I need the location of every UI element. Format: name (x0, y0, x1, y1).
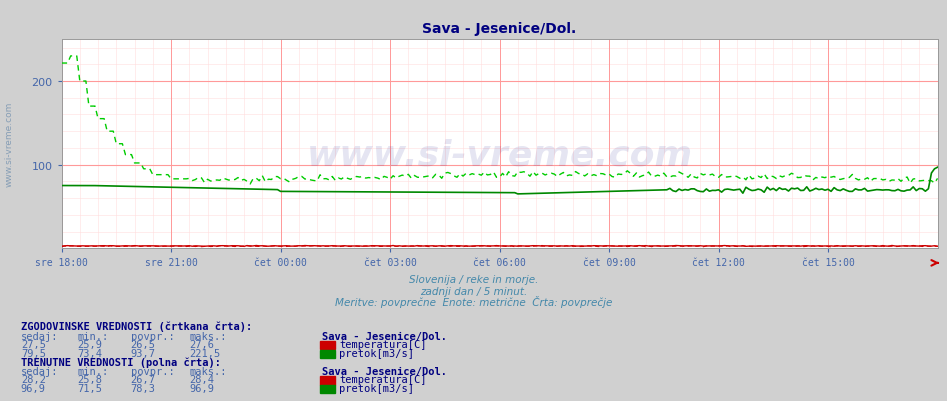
Text: 96,9: 96,9 (189, 383, 214, 393)
Text: Meritve: povprečne  Enote: metrične  Črta: povprečje: Meritve: povprečne Enote: metrične Črta:… (335, 295, 612, 307)
Text: temperatura[C]: temperatura[C] (339, 339, 426, 349)
Text: TRENUTNE VREDNOSTI (polna črta):: TRENUTNE VREDNOSTI (polna črta): (21, 356, 221, 367)
Text: www.si-vreme.com: www.si-vreme.com (307, 138, 692, 172)
Title: Sava - Jesenice/Dol.: Sava - Jesenice/Dol. (422, 22, 577, 36)
Text: www.si-vreme.com: www.si-vreme.com (5, 102, 14, 187)
Text: 28,2: 28,2 (21, 374, 45, 384)
Text: ZGODOVINSKE VREDNOSTI (črtkana črta):: ZGODOVINSKE VREDNOSTI (črtkana črta): (21, 321, 252, 332)
Text: 73,4: 73,4 (78, 348, 102, 358)
Text: 79,5: 79,5 (21, 348, 45, 358)
Text: temperatura[C]: temperatura[C] (339, 374, 426, 384)
Text: Sava - Jesenice/Dol.: Sava - Jesenice/Dol. (322, 331, 447, 341)
Text: povpr.:: povpr.: (131, 331, 174, 341)
Text: 26,7: 26,7 (131, 374, 155, 384)
Text: 78,3: 78,3 (131, 383, 155, 393)
Text: Slovenija / reke in morje.: Slovenija / reke in morje. (409, 275, 538, 285)
Text: 93,7: 93,7 (131, 348, 155, 358)
Text: min.:: min.: (78, 366, 109, 376)
Text: sedaj:: sedaj: (21, 331, 59, 341)
Text: maks.:: maks.: (189, 366, 227, 376)
Text: 26,5: 26,5 (131, 339, 155, 349)
Text: 25,8: 25,8 (78, 374, 102, 384)
Text: zadnji dan / 5 minut.: zadnji dan / 5 minut. (420, 286, 527, 296)
Text: maks.:: maks.: (189, 331, 227, 341)
Text: sedaj:: sedaj: (21, 366, 59, 376)
Text: 25,9: 25,9 (78, 339, 102, 349)
Text: min.:: min.: (78, 331, 109, 341)
Text: pretok[m3/s]: pretok[m3/s] (339, 383, 414, 393)
Text: 96,9: 96,9 (21, 383, 45, 393)
Text: 27,6: 27,6 (189, 339, 214, 349)
Text: pretok[m3/s]: pretok[m3/s] (339, 348, 414, 358)
Text: Sava - Jesenice/Dol.: Sava - Jesenice/Dol. (322, 366, 447, 376)
Text: 27,5: 27,5 (21, 339, 45, 349)
Text: povpr.:: povpr.: (131, 366, 174, 376)
Text: 221,5: 221,5 (189, 348, 221, 358)
Text: 71,5: 71,5 (78, 383, 102, 393)
Text: 28,4: 28,4 (189, 374, 214, 384)
